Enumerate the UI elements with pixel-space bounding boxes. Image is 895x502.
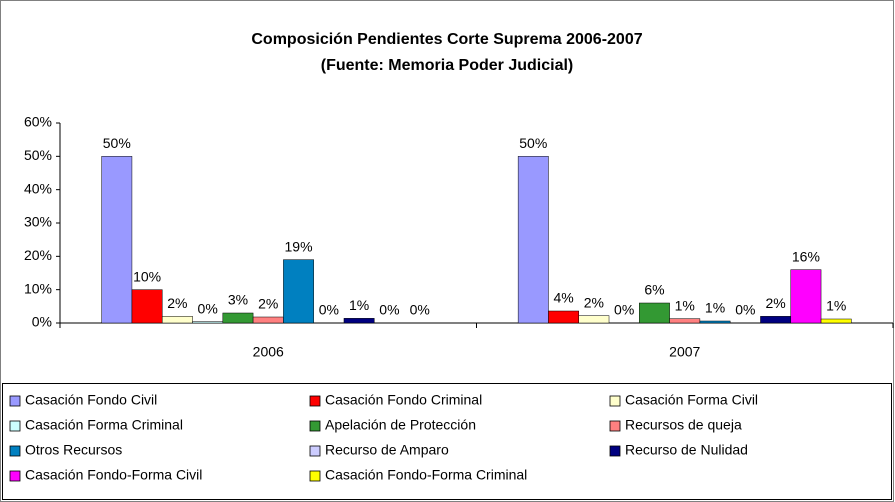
bar bbox=[790, 269, 822, 324]
bar bbox=[699, 320, 731, 324]
chart-title: Composición Pendientes Corte Suprema 200… bbox=[251, 31, 642, 48]
value-label: 50% bbox=[103, 135, 131, 151]
y-tick-label: 40% bbox=[24, 180, 52, 196]
bar bbox=[252, 316, 284, 324]
legend-swatch bbox=[309, 445, 321, 457]
value-label: 0% bbox=[319, 302, 339, 318]
value-label: 0% bbox=[410, 302, 430, 318]
value-label: 16% bbox=[792, 248, 820, 264]
value-label: 10% bbox=[133, 268, 161, 284]
bar bbox=[343, 318, 375, 324]
bar bbox=[517, 156, 549, 324]
legend-swatch bbox=[309, 470, 321, 482]
legend-swatch bbox=[9, 420, 21, 432]
y-tick-label: 60% bbox=[24, 114, 52, 130]
value-label: 0% bbox=[614, 302, 634, 318]
bar bbox=[222, 312, 254, 324]
y-tick-label: 0% bbox=[32, 314, 52, 330]
legend-label: Recurso de Amparo bbox=[325, 442, 449, 458]
legend-swatch bbox=[309, 395, 321, 407]
legend-label: Recursos de queja bbox=[625, 417, 742, 433]
y-tick-label: 30% bbox=[24, 214, 52, 230]
legend-label: Otros Recursos bbox=[25, 442, 122, 458]
bar bbox=[101, 156, 133, 324]
bar bbox=[192, 321, 224, 324]
legend-box bbox=[2, 383, 892, 500]
x-tick-label: 2006 bbox=[253, 344, 284, 360]
legend-swatch bbox=[609, 445, 621, 457]
bar bbox=[760, 316, 792, 324]
value-label: 1% bbox=[826, 298, 846, 314]
value-label: 0% bbox=[198, 300, 218, 316]
value-label: 2% bbox=[258, 296, 278, 312]
legend-label: Casación Forma Criminal bbox=[25, 417, 183, 433]
value-label: 2% bbox=[167, 295, 187, 311]
bar bbox=[820, 318, 852, 324]
y-tick-label: 50% bbox=[24, 147, 52, 163]
legend-label: Apelación de Protección bbox=[325, 417, 476, 433]
value-label: 50% bbox=[519, 135, 547, 151]
y-tick-label: 10% bbox=[24, 280, 52, 296]
legend-label: Recurso de Nulidad bbox=[625, 442, 748, 458]
value-label: 4% bbox=[553, 290, 573, 306]
legend-label: Casación Forma Civil bbox=[625, 392, 758, 408]
bar bbox=[669, 318, 701, 324]
x-tick-label: 2007 bbox=[669, 344, 700, 360]
legend-swatch bbox=[309, 420, 321, 432]
legend-swatch bbox=[609, 395, 621, 407]
value-label: 1% bbox=[705, 300, 725, 316]
legend-label: Casación Fondo-Forma Criminal bbox=[325, 467, 527, 483]
value-label: 0% bbox=[735, 302, 755, 318]
y-tick-label: 20% bbox=[24, 247, 52, 263]
value-label: 1% bbox=[349, 297, 369, 313]
value-label: 2% bbox=[584, 294, 604, 310]
legend-swatch bbox=[9, 445, 21, 457]
legend-swatch bbox=[9, 395, 21, 407]
bar bbox=[131, 289, 163, 324]
bar bbox=[639, 302, 670, 324]
legend-swatch bbox=[9, 470, 21, 482]
value-label: 3% bbox=[228, 292, 248, 308]
bar bbox=[283, 259, 314, 324]
legend-label: Casación Fondo Civil bbox=[25, 392, 157, 408]
value-label: 19% bbox=[285, 238, 313, 254]
chart-subtitle: (Fuente: Memoria Poder Judicial) bbox=[321, 57, 573, 74]
bar bbox=[578, 315, 610, 324]
legend-label: Casación Fondo Criminal bbox=[325, 392, 482, 408]
bar bbox=[161, 316, 193, 324]
value-label: 2% bbox=[766, 295, 786, 311]
bar bbox=[548, 310, 579, 324]
value-label: 0% bbox=[379, 302, 399, 318]
legend-label: Casación Fondo-Forma Civil bbox=[25, 467, 202, 483]
legend-swatch bbox=[609, 420, 621, 432]
value-label: 6% bbox=[644, 282, 664, 298]
value-label: 1% bbox=[675, 297, 695, 313]
